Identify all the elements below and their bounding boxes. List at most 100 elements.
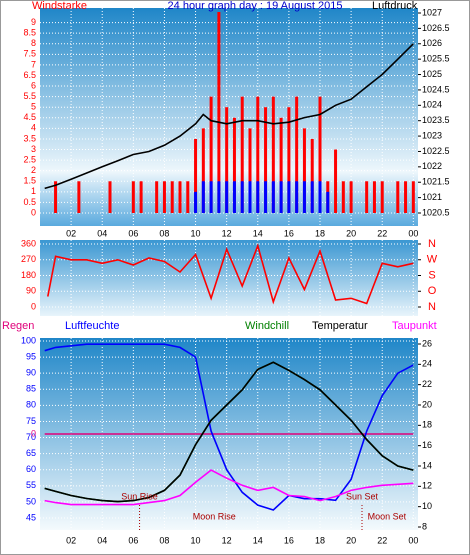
y-tick-label: 1.5 <box>23 176 36 186</box>
x-tick-label: 10 <box>191 228 201 238</box>
y-tick-label: 80 <box>26 400 36 410</box>
bar <box>155 181 159 213</box>
legend-entry: Regen <box>2 320 34 332</box>
bar <box>380 181 384 213</box>
legend-entry: Taupunkt <box>392 320 437 332</box>
x-tick-label: 16 <box>284 535 294 545</box>
y-tick-label: 55 <box>26 480 36 490</box>
bar <box>295 96 299 213</box>
y-tick-label: 7.5 <box>23 49 36 59</box>
y-tick-label: 2.5 <box>23 154 36 164</box>
y-tick-label: 45 <box>26 512 36 522</box>
y-tick-label: 360 <box>21 238 36 248</box>
bar <box>318 96 322 213</box>
y2-tick-label: 10 <box>422 501 432 511</box>
bar <box>54 181 58 213</box>
bar <box>279 117 283 213</box>
y2-tick-label: 24 <box>422 359 432 369</box>
y2-tick-label: 1020.5 <box>422 207 450 217</box>
y-tick-label: 95 <box>26 351 36 361</box>
x-tick-label: 02 <box>66 535 76 545</box>
x-tick-label: 14 <box>253 228 263 238</box>
chart-title: 24 hour graph day : 19 August 2015 <box>168 0 343 12</box>
x-tick-label: 18 <box>315 535 325 545</box>
y-tick-label: 3 <box>31 144 36 154</box>
x-tick-label: 20 <box>346 535 356 545</box>
x-tick-label: 06 <box>128 535 138 545</box>
bar <box>256 181 260 213</box>
y2-tick-label: 22 <box>422 379 432 389</box>
legend-entry: Temperatur <box>312 320 368 332</box>
y2-tick-label: 20 <box>422 399 432 409</box>
bar <box>201 181 205 213</box>
y-tick-label: 180 <box>21 270 36 280</box>
y2-tick-label: 1024.5 <box>422 84 450 94</box>
x-tick-label: 00 <box>408 228 418 238</box>
y-tick-label: 7 <box>31 59 36 69</box>
y2-tick-label: 1027 <box>422 7 442 17</box>
y2-tick-label: 1025.5 <box>422 54 450 64</box>
bar <box>209 96 213 213</box>
y-tick-label: 65 <box>26 448 36 458</box>
bar <box>186 181 190 213</box>
x-tick-label: 02 <box>66 228 76 238</box>
y-tick-label: 90 <box>26 368 36 378</box>
x-tick-label: 18 <box>315 228 325 238</box>
bar <box>178 181 182 213</box>
event-label: Moon Set <box>368 511 407 521</box>
bar <box>264 181 268 213</box>
bar <box>318 181 322 213</box>
bar <box>326 191 330 213</box>
bar <box>302 128 306 213</box>
y-tick-label: 2 <box>31 165 36 175</box>
bar <box>240 181 244 213</box>
y-tick-label: 90 <box>26 286 36 296</box>
y-tick-label: 85 <box>26 384 36 394</box>
y2-tick-label: 18 <box>422 420 432 430</box>
line <box>47 243 414 305</box>
y-tick-label: 6.5 <box>23 70 36 80</box>
y2-tick-label: O <box>428 285 437 297</box>
y-axis-label: Windstarke <box>32 0 87 12</box>
legend-entry: Luftfeuchte <box>65 320 119 332</box>
bar <box>170 181 174 213</box>
bar <box>232 181 236 213</box>
bar <box>271 181 275 213</box>
line <box>44 343 414 511</box>
y2-tick-label: 1026.5 <box>422 23 450 33</box>
bar <box>256 96 260 213</box>
bar <box>248 181 252 213</box>
y2-tick-label: N <box>428 238 436 250</box>
y-tick-label: 50 <box>26 496 36 506</box>
bar <box>279 181 283 213</box>
bar <box>396 181 400 213</box>
bar <box>77 181 81 213</box>
legend-entry: Windchill <box>245 320 289 332</box>
y2-tick-label: 12 <box>422 481 432 491</box>
y2-tick-label: 14 <box>422 460 432 470</box>
y-tick-label: 70 <box>26 432 36 442</box>
bar <box>139 181 143 213</box>
y2-tick-label: 16 <box>422 440 432 450</box>
bar <box>411 181 415 213</box>
y-tick-label: 60 <box>26 464 36 474</box>
y2-axis-label: Luftdruck <box>372 0 418 12</box>
y-tick-label: 9 <box>31 17 36 27</box>
bar <box>365 181 369 213</box>
y2-tick-label: 1024 <box>422 100 442 110</box>
event-label: Sun Rise <box>121 491 158 501</box>
y2-tick-label: S <box>428 269 435 281</box>
bar <box>310 181 314 213</box>
bar <box>194 138 198 213</box>
panel-wind <box>40 8 418 226</box>
line <box>44 43 414 190</box>
y-tick-label: 4 <box>31 123 36 133</box>
event-label: Moon Rise <box>193 511 236 521</box>
bar <box>271 96 275 213</box>
y-tick-label: 75 <box>26 416 36 426</box>
bar <box>248 128 252 213</box>
x-tick-label: 00 <box>408 535 418 545</box>
bar <box>372 181 376 213</box>
line <box>44 469 414 506</box>
